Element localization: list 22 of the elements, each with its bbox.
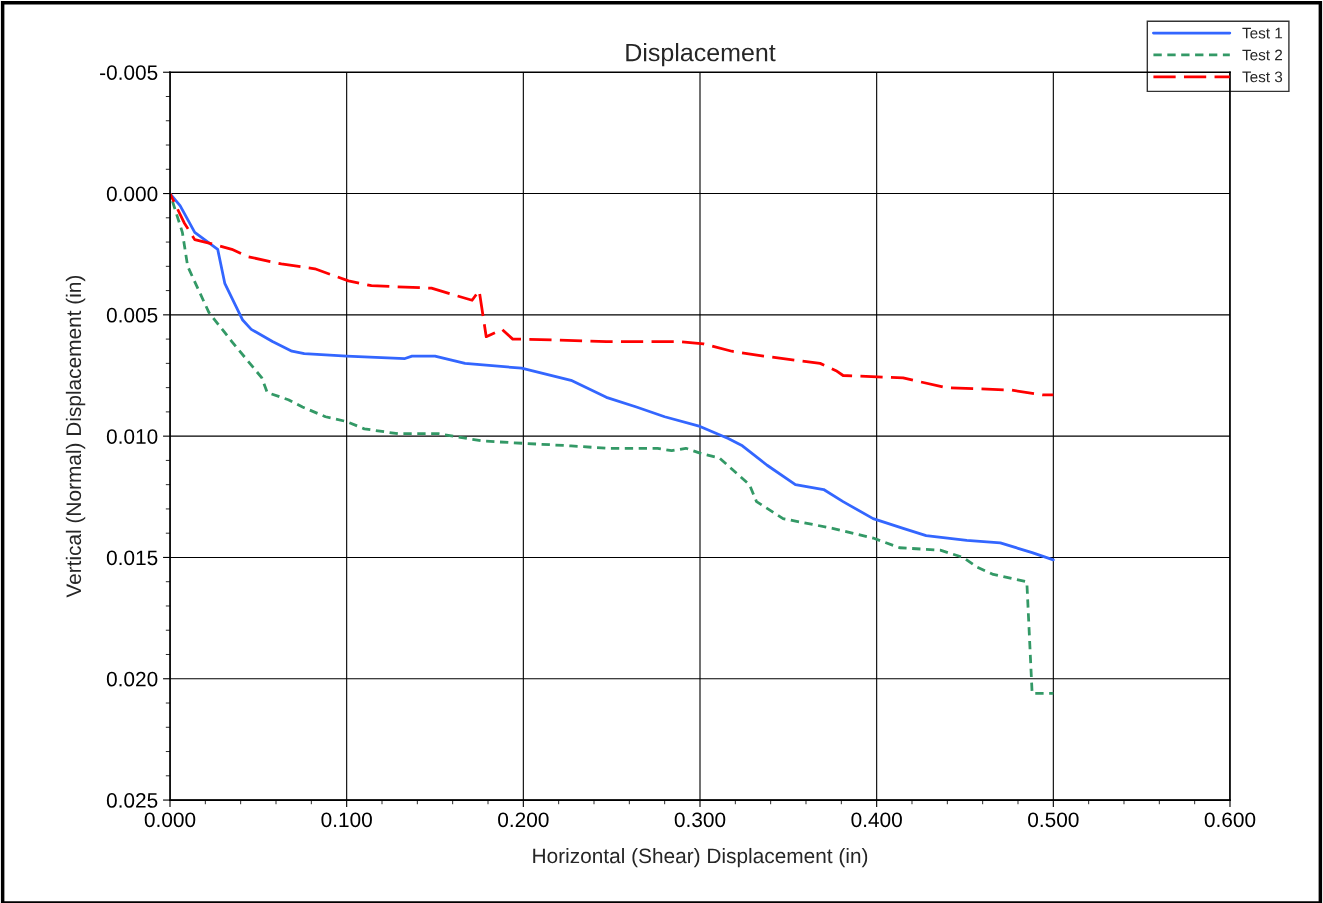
y-tick-label: 0.005 — [106, 307, 158, 323]
x-tick-label: 0.000 — [144, 812, 196, 828]
chart-title: Displacement — [626, 43, 776, 67]
y-tick-label: 0.015 — [106, 550, 158, 566]
y-axis-title: Vertical (Normal) Displacement (in) — [65, 275, 86, 598]
y-tick-label: 0.000 — [106, 186, 158, 202]
x-tick-label: 0.100 — [321, 812, 372, 828]
x-tick-label: 0.400 — [851, 812, 902, 828]
y-tick-label: 0.010 — [106, 429, 158, 444]
y-tick-label: 0.025 — [106, 793, 158, 808]
x-tick-label: 0.300 — [674, 812, 726, 828]
y-tick-label: -0.005 — [100, 65, 158, 80]
line-series — [170, 192, 1055, 562]
x-tick-label: 0.200 — [498, 812, 549, 828]
line-series — [170, 192, 1055, 397]
y-tick-label: 0.020 — [106, 671, 158, 687]
x-axis-title: Horizontal (Shear) Displacement (in) — [533, 847, 868, 868]
legend-label: Test 1 — [1242, 27, 1283, 39]
legend-label: Test 2 — [1242, 49, 1283, 61]
x-tick-label: 0.500 — [1028, 812, 1079, 828]
x-tick-label: 0.600 — [1204, 812, 1256, 828]
legend-label: Test 3 — [1242, 71, 1283, 83]
